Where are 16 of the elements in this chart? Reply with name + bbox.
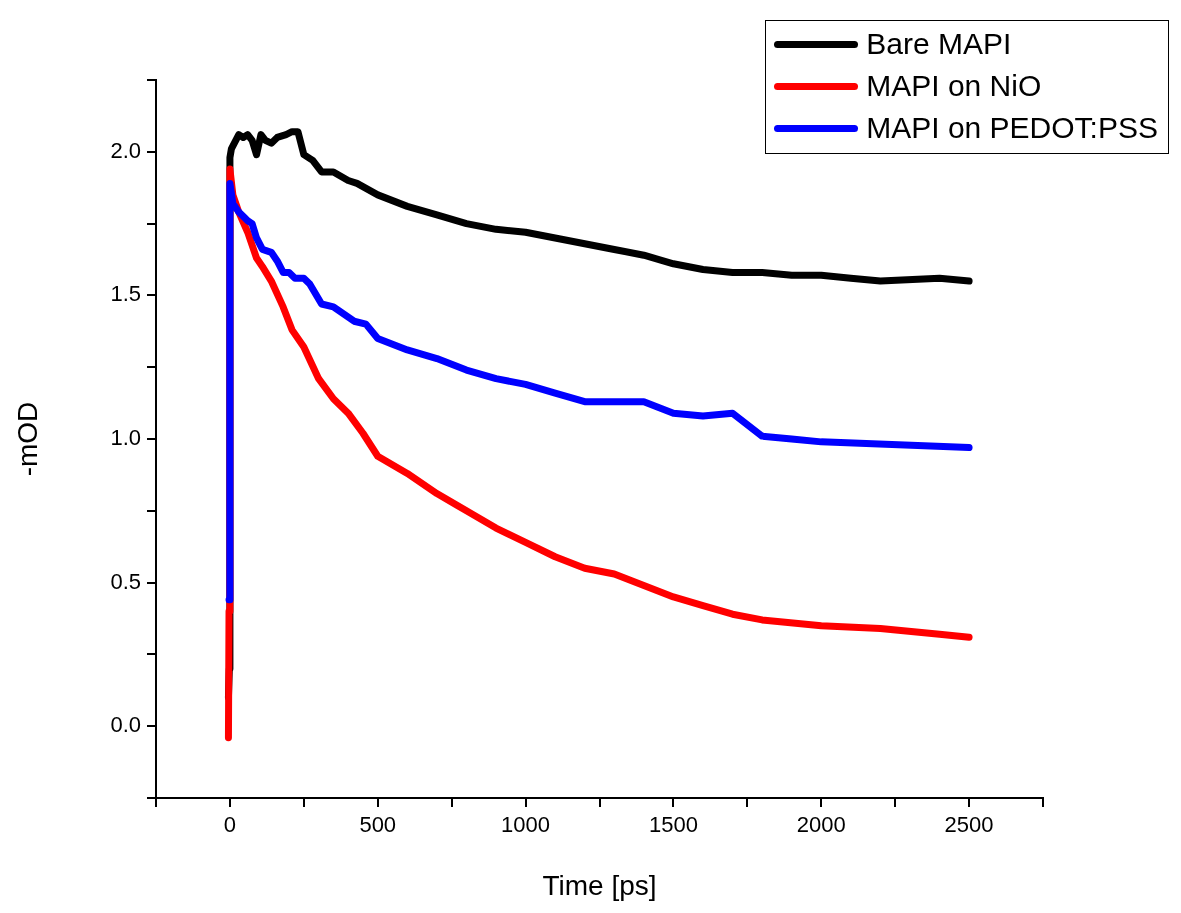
x-tick-label: 0 xyxy=(223,812,237,838)
x-tick-label: 500 xyxy=(359,812,397,838)
y-tick-label: 1.0 xyxy=(110,425,141,451)
x-tick-label: 1000 xyxy=(501,812,551,838)
legend-label: MAPI on PEDOT:PSS xyxy=(866,111,1158,145)
y-tick-label: 0.0 xyxy=(110,712,141,738)
y-tick-label: 1.5 xyxy=(110,281,141,307)
y-tick-label: 0.5 xyxy=(110,568,141,594)
y-axis-title: -mOD xyxy=(11,401,43,477)
x-tick-label: 2000 xyxy=(796,812,846,838)
x-axis-title: Time [ps] xyxy=(542,869,657,901)
legend-label: MAPI on NiO xyxy=(866,69,1042,103)
x-tick-label: 2500 xyxy=(944,812,994,838)
y-tick-label: 2.0 xyxy=(110,137,141,163)
legend-label: Bare MAPI xyxy=(866,27,1012,61)
x-tick-label: 1500 xyxy=(648,812,698,838)
